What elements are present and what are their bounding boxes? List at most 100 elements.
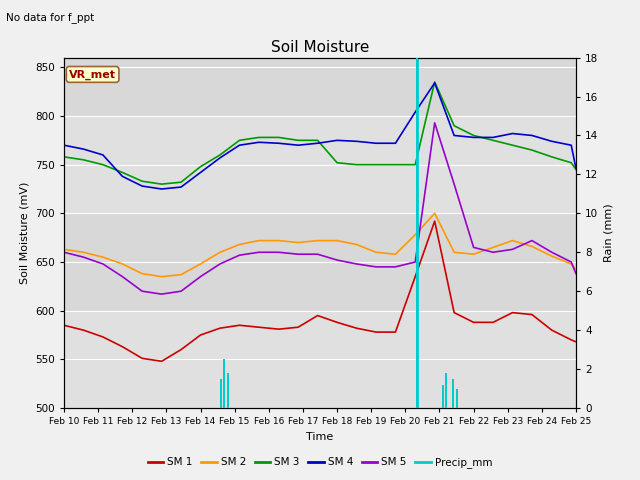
SM 5 xyxy=(196,274,204,279)
SM 1 xyxy=(528,312,536,317)
SM 4 xyxy=(118,173,126,179)
SM 5 xyxy=(99,261,107,267)
SM 3 xyxy=(314,137,321,143)
Bar xyxy=(64,213,576,311)
Line: SM 3: SM 3 xyxy=(64,82,576,184)
SM 1 xyxy=(314,312,321,318)
SM 3 xyxy=(177,180,185,185)
SM 3 xyxy=(158,181,166,187)
Bar xyxy=(452,379,454,408)
SM 5 xyxy=(412,259,419,265)
SM 2 xyxy=(509,238,516,243)
SM 4 xyxy=(158,186,166,192)
SM 2 xyxy=(79,250,87,255)
SM 4 xyxy=(489,134,497,140)
SM 5 xyxy=(548,250,556,255)
SM 1 xyxy=(470,320,477,325)
SM 1 xyxy=(412,274,419,279)
Bar xyxy=(64,311,576,408)
SM 4 xyxy=(196,169,204,175)
SM 4 xyxy=(548,138,556,144)
SM 5 xyxy=(431,120,438,126)
SM 4 xyxy=(236,143,243,148)
SM 5 xyxy=(314,252,321,257)
Text: No data for f_ppt: No data for f_ppt xyxy=(6,12,95,23)
SM 3 xyxy=(470,132,477,138)
SM 2 xyxy=(568,261,575,267)
SM 2 xyxy=(451,250,458,255)
Bar xyxy=(64,58,576,116)
SM 3 xyxy=(275,134,282,140)
SM 2 xyxy=(158,274,166,279)
SM 1 xyxy=(572,339,580,345)
SM 3 xyxy=(196,164,204,169)
SM 3 xyxy=(255,134,263,140)
Bar xyxy=(416,58,419,408)
Y-axis label: Soil Moisture (mV): Soil Moisture (mV) xyxy=(20,181,29,284)
SM 1 xyxy=(177,347,185,352)
Legend: SM 1, SM 2, SM 3, SM 4, SM 5, Precip_mm: SM 1, SM 2, SM 3, SM 4, SM 5, Precip_mm xyxy=(143,453,497,472)
SM 2 xyxy=(572,267,580,273)
SM 5 xyxy=(333,257,341,263)
SM 2 xyxy=(196,261,204,267)
SM 3 xyxy=(294,137,302,143)
SM 4 xyxy=(451,132,458,138)
SM 2 xyxy=(99,254,107,260)
SM 5 xyxy=(568,259,575,265)
SM 2 xyxy=(372,250,380,255)
SM 1 xyxy=(509,310,516,315)
SM 3 xyxy=(333,160,341,166)
SM 5 xyxy=(353,261,360,267)
SM 2 xyxy=(412,232,419,238)
SM 3 xyxy=(236,137,243,143)
SM 1 xyxy=(196,332,204,338)
SM 3 xyxy=(372,162,380,168)
SM 3 xyxy=(528,147,536,153)
SM 2 xyxy=(118,261,126,267)
SM 4 xyxy=(568,143,575,148)
SM 3 xyxy=(60,154,68,160)
SM 2 xyxy=(255,238,263,243)
Bar xyxy=(456,388,458,408)
SM 2 xyxy=(353,241,360,247)
Line: SM 2: SM 2 xyxy=(64,213,576,276)
SM 3 xyxy=(216,152,224,158)
SM 4 xyxy=(216,155,224,161)
Bar xyxy=(64,116,576,213)
Line: SM 1: SM 1 xyxy=(64,221,576,361)
SM 3 xyxy=(489,137,497,143)
SM 4 xyxy=(314,140,321,146)
SM 1 xyxy=(216,325,224,331)
SM 5 xyxy=(275,250,282,255)
SM 5 xyxy=(451,181,458,187)
SM 1 xyxy=(372,329,380,335)
SM 5 xyxy=(294,252,302,257)
SM 1 xyxy=(158,359,166,364)
Bar xyxy=(445,373,447,408)
SM 1 xyxy=(275,326,282,332)
SM 3 xyxy=(572,167,580,172)
SM 4 xyxy=(294,143,302,148)
Line: SM 4: SM 4 xyxy=(64,83,576,189)
Bar xyxy=(442,384,444,408)
SM 5 xyxy=(138,288,146,294)
SM 3 xyxy=(451,123,458,129)
SM 4 xyxy=(412,109,419,115)
SM 2 xyxy=(60,246,68,252)
SM 4 xyxy=(79,146,87,152)
SM 1 xyxy=(79,327,87,333)
SM 2 xyxy=(294,240,302,245)
SM 3 xyxy=(431,79,438,85)
SM 1 xyxy=(431,218,438,224)
SM 4 xyxy=(99,152,107,158)
SM 1 xyxy=(548,327,556,333)
SM 2 xyxy=(548,253,556,259)
SM 4 xyxy=(333,137,341,143)
SM 3 xyxy=(79,157,87,163)
SM 5 xyxy=(372,264,380,270)
Y-axis label: Rain (mm): Rain (mm) xyxy=(604,204,614,262)
SM 4 xyxy=(431,80,438,86)
SM 3 xyxy=(99,162,107,168)
SM 5 xyxy=(236,252,243,258)
SM 2 xyxy=(392,252,399,257)
